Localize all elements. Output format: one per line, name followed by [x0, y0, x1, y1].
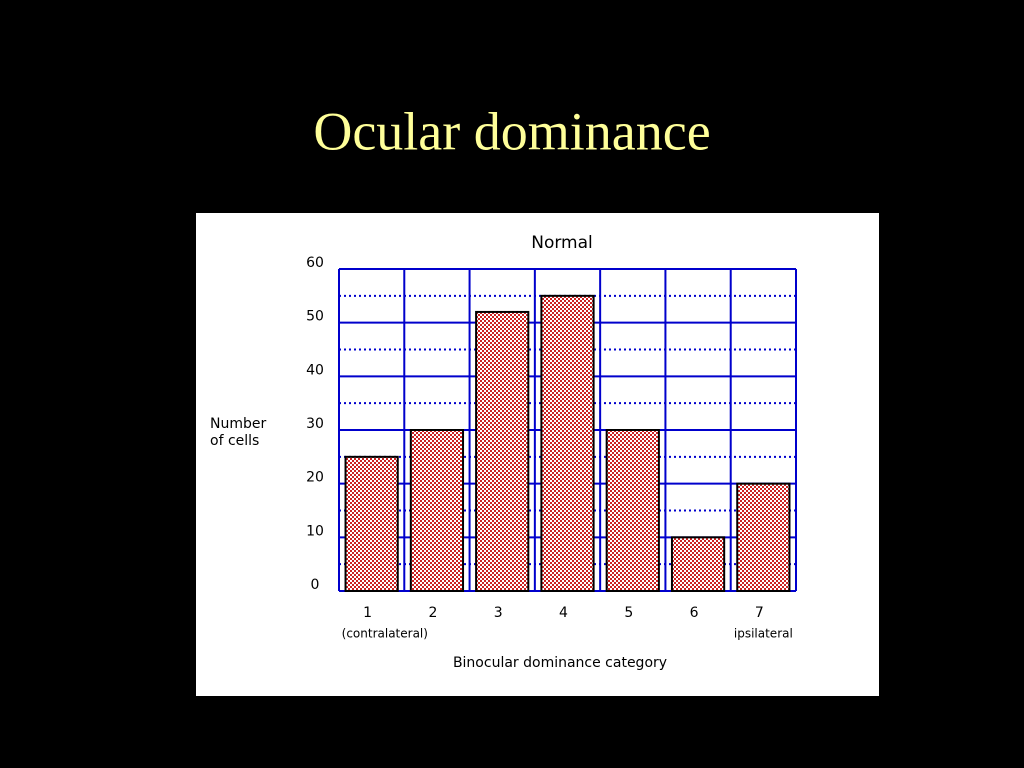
x-tick-label: 5 [624, 605, 633, 621]
y-tick-label: 30 [306, 416, 324, 432]
x-tick-note: ipsilateral [734, 627, 793, 641]
bar [475, 310, 530, 592]
bar [736, 482, 791, 592]
y-axis-label: of cells [210, 433, 259, 449]
x-tick-label: 4 [559, 605, 568, 621]
slide-title: Ocular dominance [313, 101, 710, 161]
x-tick-label: 7 [755, 605, 764, 621]
y-axis-label: Number [210, 416, 266, 432]
bar [540, 294, 595, 592]
y-tick-label: 0 [311, 577, 320, 593]
bar [605, 429, 660, 592]
bar [670, 536, 726, 592]
x-tick-label: 2 [428, 605, 437, 621]
y-tick-label: 50 [306, 309, 324, 325]
y-tick-label: 20 [306, 470, 324, 486]
chart-title: Normal [531, 233, 593, 253]
bar [344, 455, 399, 593]
x-tick-label: 3 [494, 605, 503, 621]
y-tick-label: 40 [306, 362, 324, 378]
x-tick-label: 6 [690, 605, 699, 621]
bar [409, 429, 465, 592]
chart-panel [196, 213, 879, 696]
y-tick-label: 60 [306, 255, 324, 271]
x-tick-label: 1 [363, 605, 372, 621]
y-tick-label: 10 [306, 523, 324, 539]
x-tick-note: (contralateral) [342, 627, 428, 641]
x-axis-label: Binocular dominance category [453, 655, 667, 671]
